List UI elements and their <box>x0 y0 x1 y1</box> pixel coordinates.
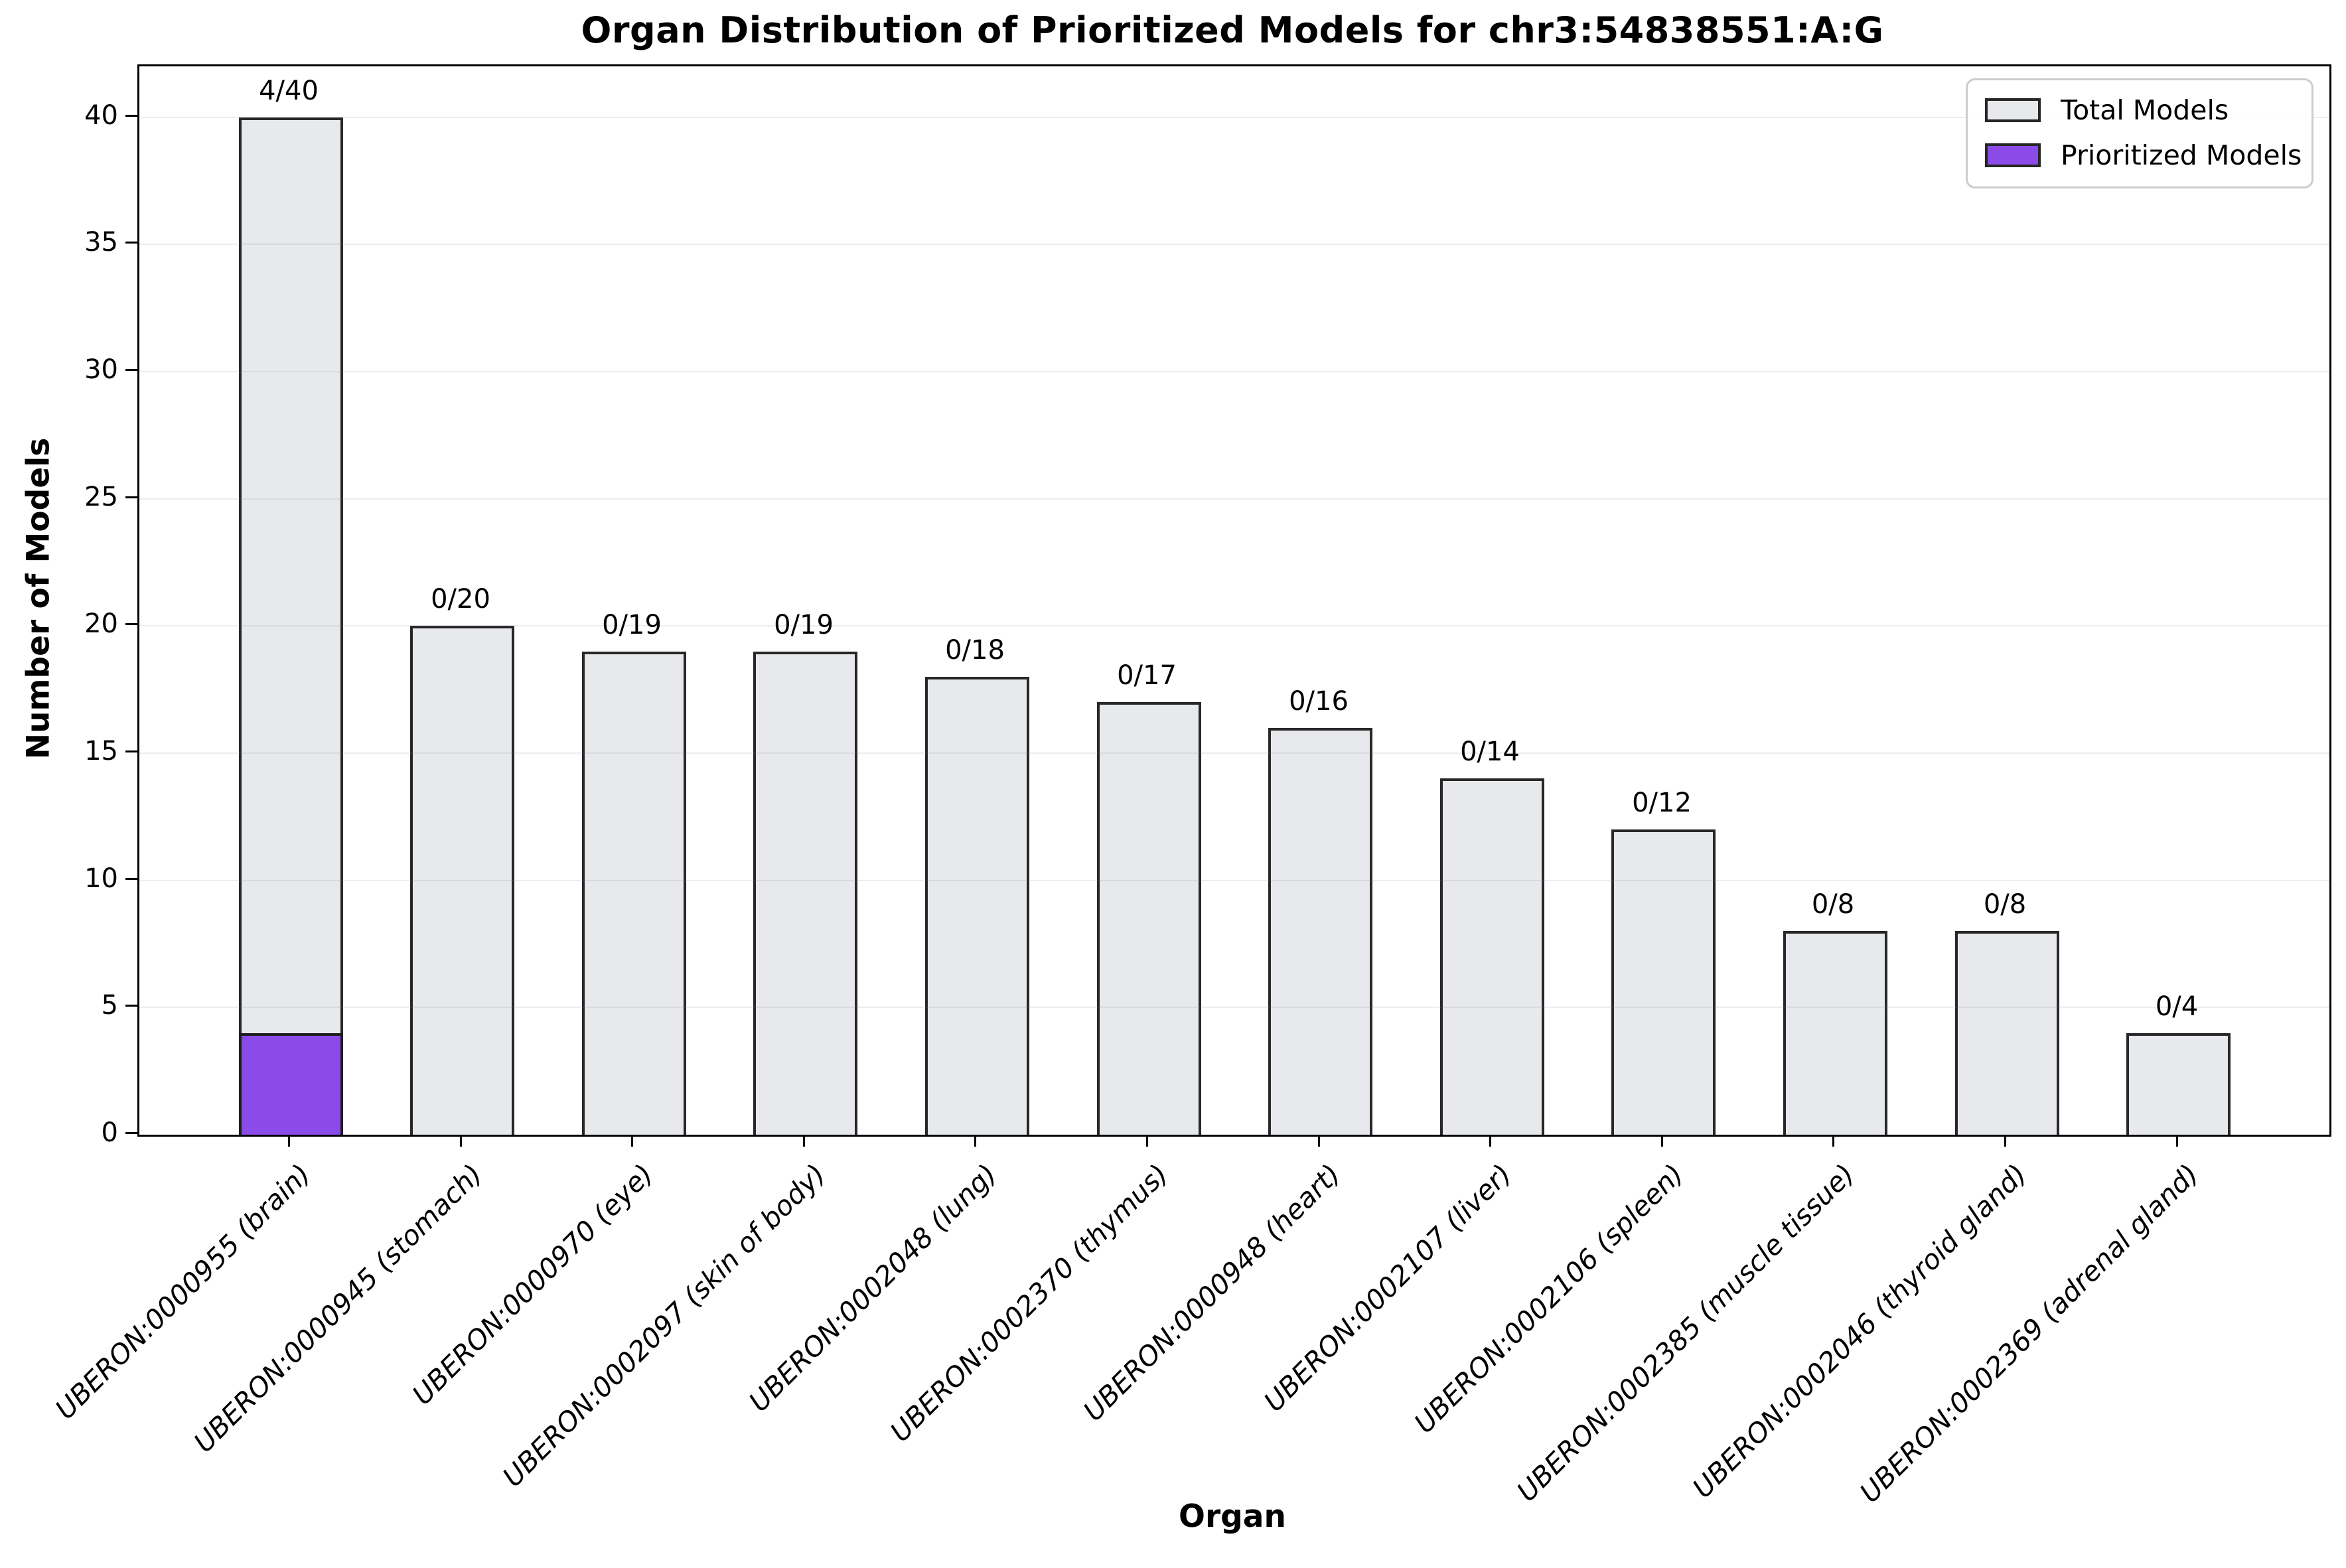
bar-value-label: 0/18 <box>945 635 1005 666</box>
x-tick-mark <box>2176 1135 2178 1147</box>
y-tick-mark <box>125 369 137 371</box>
prioritized-models-swatch-icon <box>1985 143 2041 167</box>
total-models-bar <box>1268 728 1372 1135</box>
y-tick-mark <box>125 1132 137 1134</box>
y-tick-label: 0 <box>101 1117 118 1148</box>
x-tick-label: UBERON:0002370 (thymus) <box>884 1158 1175 1449</box>
y-tick-label: 30 <box>84 354 118 385</box>
x-tick-mark <box>974 1135 976 1147</box>
bar-value-label: 0/14 <box>1460 737 1520 767</box>
gridline <box>139 625 2329 626</box>
x-tick-label: UBERON:0000945 (stomach) <box>187 1158 488 1459</box>
x-tick-mark <box>1661 1135 1663 1147</box>
y-tick-label: 15 <box>84 736 118 766</box>
total-models-bar <box>1611 829 1716 1135</box>
total-models-bar <box>410 626 514 1135</box>
x-tick-label: UBERON:0002046 (thyroid gland) <box>1686 1158 2033 1504</box>
y-tick-label: 40 <box>84 100 118 131</box>
bar-value-label: 0/12 <box>1632 788 1692 818</box>
total-models-bar <box>582 652 686 1135</box>
total-models-bar <box>753 652 857 1135</box>
chart-title: Organ Distribution of Prioritized Models… <box>581 9 1884 51</box>
x-axis-label: Organ <box>1179 1498 1286 1535</box>
gridline <box>139 498 2329 500</box>
y-tick-mark <box>125 878 137 880</box>
y-tick-mark <box>125 242 137 244</box>
gridline <box>139 117 2329 118</box>
gridline <box>139 244 2329 245</box>
x-tick-mark <box>288 1135 290 1147</box>
plot-area <box>137 64 2331 1137</box>
x-tick-label: UBERON:0002385 (muscle tissue) <box>1510 1158 1861 1508</box>
gridline <box>139 371 2329 372</box>
bar-value-label: 0/17 <box>1117 660 1177 691</box>
y-tick-mark <box>125 750 137 752</box>
bar-value-label: 0/20 <box>431 584 490 614</box>
gridline <box>139 1007 2329 1008</box>
x-tick-label: UBERON:0002097 (skin of body) <box>496 1158 832 1494</box>
total-models-bar <box>239 117 343 1135</box>
x-tick-mark <box>1318 1135 1320 1147</box>
y-tick-label: 20 <box>84 608 118 639</box>
bar-value-label: 0/16 <box>1289 686 1349 717</box>
total-models-bar <box>1955 931 2059 1135</box>
y-tick-label: 5 <box>101 990 118 1021</box>
y-tick-mark <box>125 623 137 625</box>
y-tick-mark <box>125 115 137 117</box>
total-models-bar <box>1097 702 1201 1135</box>
total-models-bar <box>925 677 1029 1135</box>
total-models-bar <box>2126 1033 2231 1135</box>
x-tick-mark <box>460 1135 462 1147</box>
total-models-bar <box>1440 778 1544 1135</box>
bar-value-label: 0/8 <box>1811 889 1855 920</box>
prioritized-models-bar <box>239 1033 343 1135</box>
bar-value-label: 0/4 <box>2155 991 2199 1022</box>
bar-value-label: 0/19 <box>602 610 662 640</box>
y-tick-label: 35 <box>84 227 118 257</box>
gridline <box>139 752 2329 754</box>
x-tick-mark <box>1489 1135 1491 1147</box>
x-tick-mark <box>631 1135 633 1147</box>
x-tick-label: UBERON:0002106 (spleen) <box>1408 1158 1690 1440</box>
legend-item-total-models: Total Models <box>1985 94 2294 127</box>
x-tick-mark <box>803 1135 805 1147</box>
total-models-swatch-icon <box>1985 98 2041 122</box>
legend-label: Total Models <box>2061 94 2229 126</box>
gridline <box>139 880 2329 881</box>
x-tick-mark <box>1832 1135 1834 1147</box>
x-tick-mark <box>2004 1135 2006 1147</box>
legend-label: Prioritized Models <box>2061 139 2302 171</box>
x-tick-mark <box>1146 1135 1148 1147</box>
y-tick-label: 10 <box>84 863 118 894</box>
y-tick-mark <box>125 496 137 498</box>
bar-value-label: 0/19 <box>774 610 834 640</box>
legend-item-prioritized-models: Prioritized Models <box>1985 139 2302 172</box>
total-models-bar <box>1783 931 1887 1135</box>
y-tick-label: 25 <box>84 482 118 512</box>
legend: Total Models Prioritized Models <box>1966 78 2313 188</box>
y-tick-mark <box>125 1005 137 1007</box>
bar-value-label: 0/8 <box>1983 889 2027 920</box>
bar-value-label: 4/40 <box>259 76 319 106</box>
x-tick-label: UBERON:0002369 (adrenal gland) <box>1853 1158 2205 1510</box>
